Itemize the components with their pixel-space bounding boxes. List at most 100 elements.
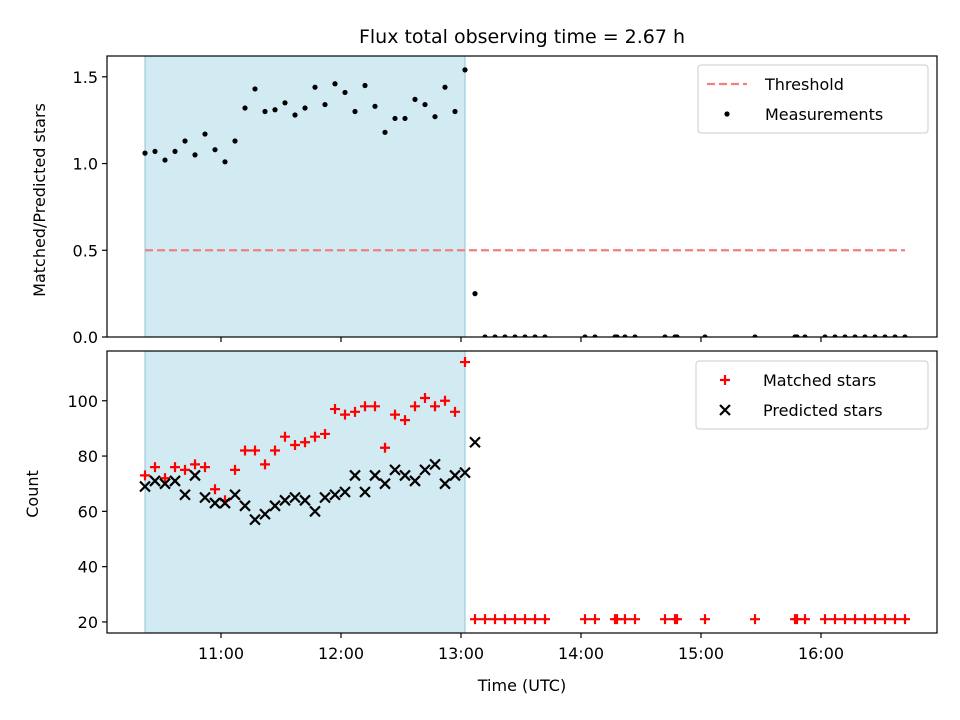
data-point	[462, 67, 468, 73]
observing-window-shade	[144, 351, 466, 633]
data-point	[452, 108, 458, 115]
legend-swatch	[720, 375, 730, 385]
y-tick-label: 100	[67, 392, 98, 411]
y-tick-label: 1.5	[73, 68, 98, 87]
data-point	[852, 334, 858, 337]
data-point	[860, 614, 870, 625]
data-point	[410, 401, 420, 412]
data-point	[342, 89, 348, 96]
data-point	[182, 138, 188, 144]
data-point	[752, 334, 758, 337]
data-point	[329, 488, 341, 501]
y-tick-label: 0.0	[73, 328, 98, 347]
data-point	[892, 334, 898, 337]
data-point	[162, 157, 168, 163]
data-point	[830, 614, 840, 625]
data-point	[362, 82, 368, 89]
data-point	[232, 138, 238, 144]
data-point	[822, 334, 828, 337]
bottom-panel: 20 40 60 80 100 11:00 12:00 13:00 14:00 15:00 16:0…	[67, 350, 938, 663]
data-point	[199, 491, 211, 504]
data-point	[389, 464, 401, 476]
data-point	[402, 115, 408, 122]
series-matched-stars	[140, 357, 910, 625]
data-point	[260, 459, 270, 470]
data-point	[289, 491, 301, 504]
data-point	[252, 86, 258, 92]
data-point	[512, 334, 518, 337]
legend-label: Predicted stars	[763, 401, 883, 420]
data-point	[674, 334, 680, 337]
data-point	[272, 107, 278, 113]
data-point	[212, 147, 218, 153]
data-point	[510, 614, 520, 625]
data-point	[442, 84, 448, 90]
data-point	[399, 469, 411, 482]
data-point	[800, 614, 810, 625]
x-tick-label: 15:00	[678, 644, 724, 663]
data-point	[340, 409, 350, 420]
data-point	[390, 409, 400, 420]
data-point	[412, 96, 418, 102]
data-point	[309, 505, 321, 518]
data-point	[592, 334, 598, 337]
data-point	[582, 334, 588, 337]
data-point	[700, 614, 710, 625]
data-point	[210, 484, 220, 495]
data-point	[422, 101, 428, 108]
data-point	[190, 459, 200, 470]
data-point	[279, 494, 291, 507]
data-point	[229, 488, 241, 501]
data-point	[179, 488, 191, 501]
observing-window-shade	[144, 56, 466, 337]
data-point	[322, 101, 328, 108]
data-point	[299, 494, 311, 507]
y-tick-label: 0.5	[73, 241, 98, 260]
data-point	[150, 462, 160, 473]
data-point	[349, 469, 361, 482]
data-point	[300, 437, 310, 448]
data-point	[470, 614, 480, 625]
data-point	[439, 477, 451, 490]
data-point	[320, 428, 330, 439]
data-point	[172, 148, 178, 155]
data-point	[242, 105, 248, 111]
data-point	[280, 431, 290, 442]
data-point	[192, 152, 198, 158]
data-point	[139, 480, 151, 493]
data-point	[530, 614, 540, 625]
data-point	[262, 108, 268, 115]
data-point	[310, 431, 320, 442]
data-point	[794, 334, 800, 337]
legend-box	[697, 64, 929, 134]
data-point	[270, 445, 280, 456]
legend-box	[695, 360, 929, 430]
data-point	[352, 108, 358, 115]
x-tick-label: 14:00	[558, 644, 604, 663]
data-point	[520, 614, 530, 625]
data-point	[472, 291, 478, 297]
data-point	[432, 114, 438, 120]
chart-title: Flux total observing time = 2.67 h	[359, 26, 685, 48]
data-point	[200, 462, 210, 473]
data-point	[392, 115, 398, 122]
data-point	[222, 159, 228, 165]
data-point	[482, 334, 488, 337]
data-point	[802, 334, 808, 337]
data-point	[239, 500, 251, 512]
data-point	[379, 477, 391, 490]
data-point	[660, 614, 670, 625]
x-tick-label: 11:00	[198, 644, 244, 663]
data-point	[259, 508, 271, 520]
data-point	[360, 401, 370, 412]
data-point	[169, 475, 181, 487]
data-point	[590, 614, 600, 625]
data-point	[450, 406, 460, 417]
data-point	[540, 614, 550, 625]
y-tick-label: 60	[78, 502, 98, 521]
data-point	[152, 148, 158, 155]
data-point	[630, 614, 640, 625]
data-point	[302, 105, 308, 111]
data-point	[870, 614, 880, 625]
series-measurements	[142, 67, 908, 337]
